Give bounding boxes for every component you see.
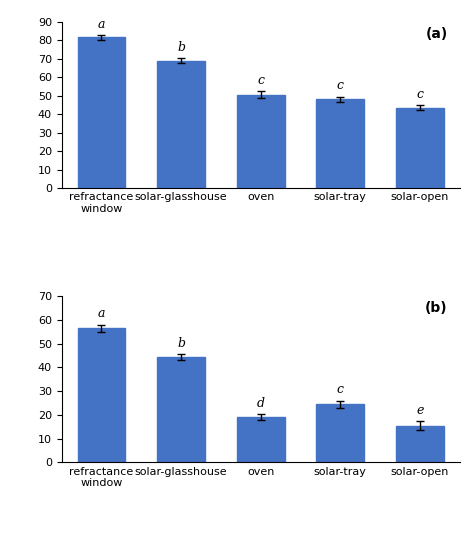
Text: d: d bbox=[257, 397, 264, 410]
Text: e: e bbox=[416, 404, 424, 417]
Text: (b): (b) bbox=[425, 301, 448, 315]
Text: b: b bbox=[177, 337, 185, 350]
Bar bbox=[78, 328, 125, 462]
Bar bbox=[396, 108, 444, 188]
Bar bbox=[237, 95, 284, 188]
Text: c: c bbox=[417, 88, 423, 101]
Bar bbox=[317, 100, 364, 188]
Bar bbox=[78, 38, 125, 188]
Text: a: a bbox=[98, 307, 105, 320]
Text: b: b bbox=[177, 41, 185, 54]
Text: a: a bbox=[98, 17, 105, 30]
Bar bbox=[396, 425, 444, 462]
Text: c: c bbox=[257, 74, 264, 87]
Text: c: c bbox=[337, 384, 344, 397]
Bar bbox=[157, 357, 205, 462]
Text: c: c bbox=[337, 79, 344, 92]
Bar bbox=[237, 417, 284, 462]
Bar bbox=[317, 404, 364, 462]
Text: (a): (a) bbox=[426, 27, 448, 41]
Bar bbox=[157, 60, 205, 188]
